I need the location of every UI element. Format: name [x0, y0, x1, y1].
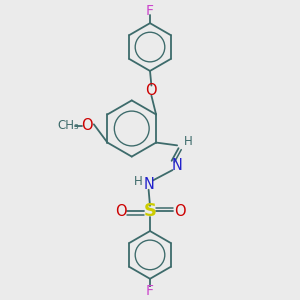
Text: O: O — [174, 204, 185, 219]
Text: H: H — [134, 175, 142, 188]
Text: F: F — [146, 4, 154, 17]
Text: O: O — [81, 118, 93, 133]
Text: F: F — [146, 284, 154, 298]
Text: O: O — [115, 204, 126, 219]
Text: H: H — [184, 135, 193, 148]
Text: CH₃: CH₃ — [58, 119, 80, 132]
Text: S: S — [143, 202, 157, 220]
Text: O: O — [146, 83, 157, 98]
Text: N: N — [143, 177, 154, 192]
Text: N: N — [171, 158, 182, 172]
